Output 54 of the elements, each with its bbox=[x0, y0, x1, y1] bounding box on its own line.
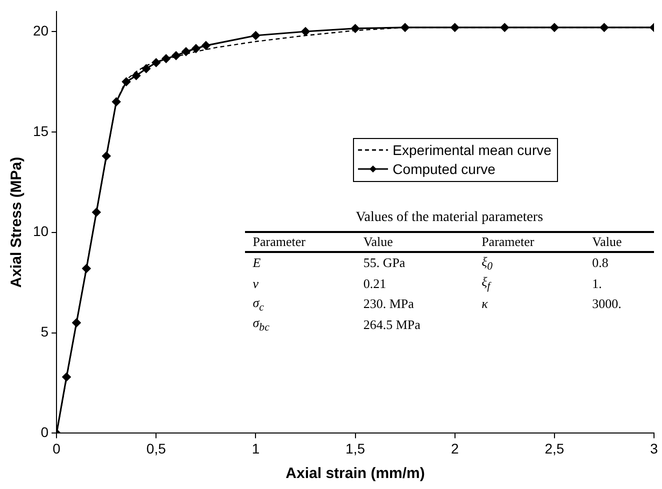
point bbox=[251, 31, 260, 40]
y-tick-label: 20 bbox=[32, 22, 49, 38]
y-axis-title: Axial Stress (MPa) bbox=[8, 156, 26, 288]
point bbox=[550, 23, 559, 32]
x-tick-label: 3 bbox=[650, 440, 658, 456]
x-tick-label: 0,5 bbox=[146, 440, 166, 456]
y-tick-label: 5 bbox=[40, 324, 49, 340]
annotation: ξ$_{0}$ bbox=[480, 252, 494, 274]
annotation: σ$_{c}$ bbox=[252, 294, 265, 314]
point bbox=[132, 71, 141, 80]
point bbox=[172, 51, 180, 60]
point bbox=[122, 77, 131, 86]
annotation: κ bbox=[480, 295, 489, 314]
annotation: 230. MPa bbox=[362, 295, 415, 314]
x-axis-title: Axial strain (mm/m) bbox=[286, 465, 425, 482]
x-tick-label: 2,5 bbox=[544, 440, 564, 456]
point bbox=[82, 264, 91, 273]
legend-label: Experimental mean curve bbox=[392, 140, 552, 160]
point bbox=[192, 44, 200, 53]
point bbox=[62, 372, 71, 382]
point bbox=[152, 58, 160, 67]
x-tick-label: 2 bbox=[450, 440, 459, 456]
annotation: ξ$_{f}$ bbox=[480, 273, 492, 294]
point bbox=[500, 23, 509, 32]
annotation: Parameter bbox=[244, 232, 356, 252]
point bbox=[142, 64, 150, 73]
annotation: Value bbox=[355, 232, 474, 252]
annotation: Parameter bbox=[474, 232, 584, 252]
point bbox=[301, 27, 310, 36]
y-tick-label: 15 bbox=[32, 122, 49, 139]
legend-label: Computed curve bbox=[392, 160, 496, 179]
annotation: ν bbox=[252, 274, 260, 293]
x-tick-label: 0 bbox=[52, 440, 61, 456]
annotation: Value bbox=[584, 232, 654, 252]
point bbox=[162, 54, 170, 63]
annotation: Values of the material parameters bbox=[354, 210, 544, 226]
point bbox=[350, 24, 360, 33]
annotation: 0.8 bbox=[591, 254, 610, 272]
annotation: 55. GPa bbox=[362, 254, 406, 272]
annotation: 0.21 bbox=[362, 274, 388, 293]
point bbox=[400, 23, 410, 32]
annotation: σ$_{bc}$ bbox=[252, 314, 270, 336]
annotation: 264.5 MPa bbox=[362, 316, 422, 334]
annotation: 3000. bbox=[591, 295, 622, 314]
annotation: 1. bbox=[591, 274, 603, 293]
x-tick-label: 1 bbox=[252, 440, 260, 456]
point bbox=[112, 97, 121, 106]
point bbox=[202, 41, 210, 50]
point bbox=[182, 47, 190, 56]
y-tick-label: 0 bbox=[40, 424, 49, 440]
y-tick-label: 10 bbox=[32, 223, 49, 240]
annotation: E bbox=[252, 254, 262, 272]
point bbox=[450, 23, 460, 32]
x-tick-label: 1,5 bbox=[346, 440, 366, 456]
